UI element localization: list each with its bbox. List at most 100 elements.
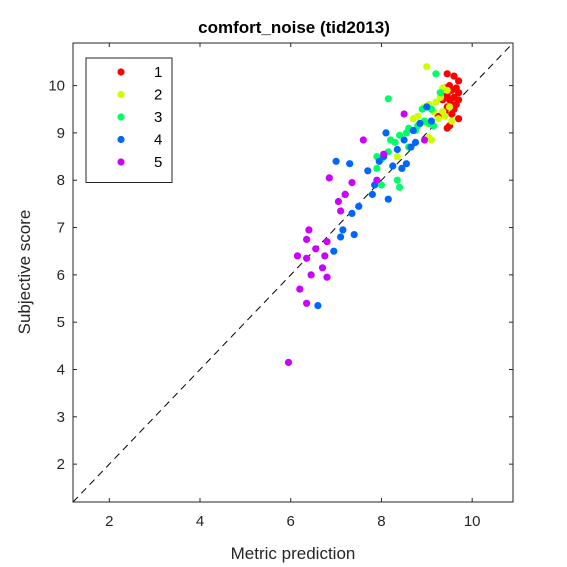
legend-marker-4 — [117, 135, 125, 144]
data-point-series-4 — [330, 247, 338, 255]
data-point-series-5 — [321, 252, 329, 260]
data-point-series-5 — [420, 136, 429, 144]
y-tick-label: 5 — [57, 314, 65, 331]
data-point-series-5 — [296, 285, 304, 293]
data-point-series-4 — [384, 195, 392, 203]
data-point-series-1 — [443, 70, 451, 78]
data-point-series-4 — [339, 226, 347, 234]
legend-marker-1 — [117, 68, 125, 76]
data-point-series-3 — [373, 164, 381, 172]
data-point-series-5 — [303, 299, 311, 307]
data-point-series-4 — [400, 136, 408, 144]
data-point-series-3 — [384, 95, 392, 103]
data-point-series-1 — [450, 72, 458, 80]
data-point-series-2 — [441, 112, 449, 120]
y-tick-label: 8 — [57, 172, 65, 189]
data-point-series-5 — [303, 254, 311, 262]
data-point-series-4 — [427, 117, 435, 125]
plot-frame — [72, 42, 514, 503]
data-point-series-4 — [423, 103, 431, 111]
data-point-series-1 — [448, 110, 456, 118]
data-point-series-2 — [409, 115, 417, 123]
data-point-series-4 — [409, 126, 417, 135]
data-point-series-2 — [434, 115, 442, 123]
data-point-series-4 — [382, 129, 390, 137]
data-point-series-2 — [443, 86, 451, 94]
data-point-series-4 — [348, 209, 356, 217]
data-point-series-3 — [436, 89, 444, 97]
data-point-series-5 — [373, 176, 381, 184]
data-point-series-4 — [393, 145, 401, 154]
data-point-series-2 — [448, 117, 456, 125]
data-point-series-2 — [445, 103, 454, 111]
data-point-series-4 — [411, 138, 420, 146]
data-point-series-4 — [337, 233, 345, 241]
legend-box — [85, 57, 173, 183]
y-tick-label: 7 — [57, 220, 65, 237]
data-point-series-3 — [393, 176, 401, 184]
legend: 1 2 3 4 5 — [85, 57, 173, 183]
legend-label-1: 1 — [154, 64, 162, 81]
data-point-series-5 — [337, 207, 345, 215]
data-point-series-4 — [375, 157, 383, 165]
data-point-series-1 — [443, 124, 451, 132]
data-point-series-4 — [346, 160, 354, 168]
data-point-series-5 — [325, 174, 333, 182]
legend-marker-3 — [117, 113, 125, 121]
y-tick-label: 4 — [57, 362, 65, 379]
plot-layer — [72, 42, 514, 503]
legend-label-5: 5 — [154, 154, 162, 171]
x-tick-label: 8 — [377, 513, 385, 530]
data-point-series-5 — [307, 271, 315, 279]
data-point-series-2 — [423, 63, 431, 71]
data-point-series-5 — [348, 179, 356, 187]
data-point-series-4 — [407, 143, 415, 151]
data-point-series-3 — [402, 129, 410, 137]
data-point-series-3 — [377, 181, 386, 189]
data-point-series-5 — [341, 190, 349, 198]
data-point-series-5 — [318, 264, 327, 272]
data-point-series-5 — [400, 110, 408, 118]
x-tick-label: 2 — [105, 513, 113, 530]
data-point-series-4 — [402, 160, 410, 168]
data-point-series-5 — [303, 235, 311, 243]
data-point-series-5 — [359, 136, 367, 144]
data-point-series-4 — [355, 202, 363, 210]
data-point-series-2 — [393, 153, 401, 161]
legend-label-2: 2 — [154, 87, 162, 104]
data-point-series-4 — [398, 164, 406, 172]
data-point-series-5 — [323, 273, 331, 281]
x-tick-label: 6 — [287, 513, 295, 530]
y-tick-label: 6 — [57, 267, 65, 284]
data-point-series-5 — [293, 252, 302, 260]
y-tick-label: 2 — [57, 456, 65, 473]
data-point-series-5 — [284, 358, 293, 366]
data-point-series-1 — [455, 115, 463, 123]
data-point-series-3 — [396, 131, 404, 139]
legend-marker-2 — [117, 90, 125, 99]
legend-marker-5 — [117, 158, 125, 166]
data-point-series-4 — [350, 231, 358, 239]
data-point-series-3 — [396, 183, 404, 191]
ticks-layer: 2 4 6 8 10 2 3 4 5 6 7 8 9 10 — [48, 43, 513, 530]
data-point-series-3 — [432, 70, 440, 78]
data-point-series-4 — [416, 119, 424, 127]
data-point-series-5 — [323, 238, 331, 246]
legend-label-4: 4 — [154, 132, 162, 149]
data-point-series-4 — [368, 190, 376, 198]
data-point-series-5 — [305, 226, 313, 234]
y-tick-label: 9 — [57, 125, 65, 142]
y-axis-label: Subjective score — [15, 210, 34, 335]
data-point-series-5 — [312, 245, 320, 253]
data-point-series-1 — [455, 89, 463, 97]
data-point-series-1 — [455, 77, 463, 85]
data-point-series-3 — [391, 138, 399, 146]
data-point-series-4 — [389, 162, 397, 170]
data-point-series-2 — [432, 98, 440, 106]
data-point-series-5 — [334, 197, 342, 206]
data-point-series-5 — [380, 150, 388, 158]
y-tick-label: 3 — [57, 409, 65, 426]
legend-label-3: 3 — [154, 109, 162, 126]
y-tick-label: 10 — [48, 78, 65, 95]
